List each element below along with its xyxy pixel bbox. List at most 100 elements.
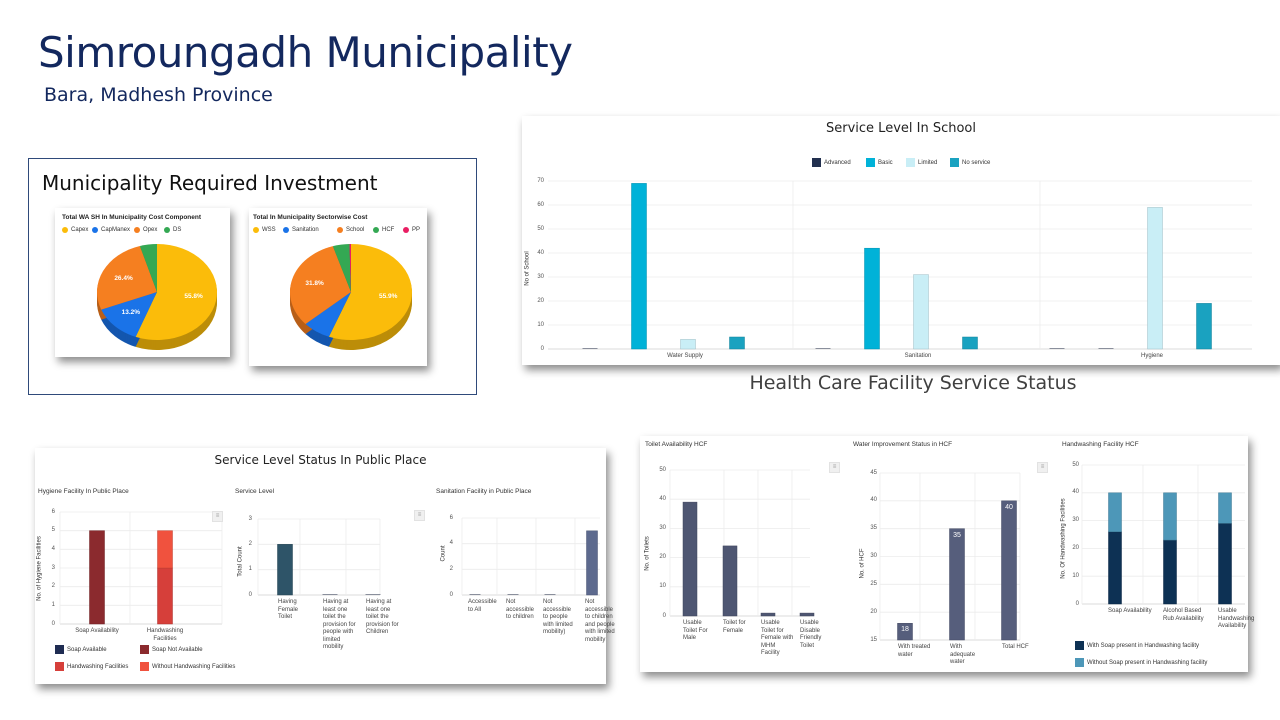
legend-swatch (283, 227, 289, 233)
pie-slice (328, 244, 412, 340)
y-tick-label: 30 (1072, 517, 1079, 524)
legend-label: Limited (918, 159, 938, 166)
legend-label: No service (962, 159, 991, 166)
legend-swatch (1075, 658, 1084, 667)
x-category-label: Water Supply (667, 353, 703, 359)
pie-title: Total In Municipality Sectorwise Cost (253, 214, 368, 221)
y-tick-label: 30 (537, 273, 544, 280)
y-tick-label: 40 (1072, 489, 1079, 496)
bar-without-soap-present-in-handwashing-facility (1108, 492, 1122, 532)
y-tick-label: 10 (1072, 572, 1079, 579)
bar-zero (582, 348, 598, 349)
y-tick-label: 0 (248, 591, 252, 598)
x-category-label: Having at least one toilet the provision… (366, 599, 399, 635)
y-axis-label: Total Count (237, 546, 244, 577)
x-category-label: Not accessible to people with limited mo… (543, 599, 573, 635)
pie-legend-item: HCF (373, 227, 394, 233)
bar-no-of-hcf (949, 528, 965, 641)
pie-legend-item: Sanitation (283, 227, 319, 233)
pie-slice (332, 244, 351, 292)
hcf-section-title: Health Care Facility Service Status (749, 372, 1077, 394)
legend-item: Basic (866, 158, 893, 167)
legend-item: Soap Available (55, 645, 107, 654)
pie-slice (305, 292, 351, 337)
legend-swatch (55, 662, 64, 671)
pie-slice (135, 244, 218, 340)
y-tick-label: 0 (1075, 600, 1079, 607)
pie-legend-item: WSS (253, 227, 276, 233)
chart-menu-button[interactable]: ≡ (414, 510, 425, 521)
legend-swatch (906, 158, 915, 167)
legend-swatch (403, 227, 409, 233)
pie-title: Total WA SH In Municipality Cost Compone… (62, 214, 202, 221)
bar-without-soap-present-in-handwashing-facility (1163, 492, 1177, 541)
y-tick-label: 1 (51, 601, 55, 608)
pie-value-label: 26.4% (114, 274, 133, 282)
x-category-label: With treated water (898, 644, 931, 658)
y-tick-label: 0 (51, 620, 55, 627)
x-category-label: Having at least one toilet the provision… (323, 599, 356, 650)
legend-item: With Soap present in Handwashing facilit… (1075, 641, 1199, 650)
legend-label: Without Handwashing Facilities (152, 663, 236, 670)
legend-label: CapManex (101, 227, 131, 233)
legend-label: Soap Available (67, 646, 107, 653)
investment-panel (28, 158, 477, 395)
bar-no-of-toilets (722, 545, 738, 617)
legend-label: Soap Not Available (152, 646, 203, 653)
bar-basic (864, 247, 880, 350)
y-axis-label: No of School (524, 251, 531, 286)
bar-without-soap-present-in-handwashing-facility (1218, 492, 1232, 524)
bar-limited (913, 274, 929, 350)
y-tick-label: 30 (659, 524, 666, 531)
y-tick-label: 0 (662, 612, 666, 619)
legend-swatch (140, 645, 149, 654)
chart-menu-button[interactable]: ≡ (1037, 462, 1048, 473)
x-category-label: Handwashing Facilities (146, 628, 184, 642)
chart-menu-button[interactable]: ≡ (212, 511, 223, 522)
x-category-label: Sanitation (904, 353, 932, 359)
x-category-label: Usable Handwashing Availability (1218, 608, 1255, 629)
bar-basic (631, 183, 647, 350)
y-axis-label: No. of Toilets (644, 536, 651, 571)
school-chart-title: Service Level In School (826, 121, 976, 136)
legend-label: Sanitation (292, 227, 319, 233)
chart-title: Water Improvement Status in HCF (853, 441, 953, 448)
y-tick-label: 20 (537, 297, 544, 304)
y-tick-label: 6 (51, 508, 55, 515)
pie-slice (101, 292, 157, 337)
pie-legend-item: Capex (62, 227, 88, 233)
x-category-label: Alcohol Based Rub Availability (1163, 608, 1204, 622)
x-category-label: Soap Availability (75, 628, 119, 634)
investment-title: Municipality Required Investment (42, 171, 378, 195)
y-tick-label: 40 (659, 495, 666, 502)
legend-swatch (866, 158, 875, 167)
bar-zero (1049, 348, 1065, 349)
x-category-label: Usable Toilet For Male (683, 620, 708, 641)
chart-menu-button[interactable]: ≡ (829, 462, 840, 473)
legend-item: Without Handwashing Facilities (140, 662, 235, 671)
pie-slice (290, 246, 351, 324)
pie-value-label: 31.8% (305, 280, 324, 288)
bar-total-count (277, 544, 293, 596)
y-tick-label: 2 (248, 540, 252, 547)
legend-swatch (253, 227, 259, 233)
x-category-label: Soap Availability (1108, 608, 1152, 614)
pie-slice (349, 244, 351, 292)
pie-slice (97, 245, 157, 310)
legend-item: Advanced (812, 158, 851, 167)
y-tick-label: 6 (449, 514, 453, 521)
y-tick-label: 25 (870, 580, 877, 587)
y-tick-label: 40 (870, 497, 877, 504)
bar-no-of-toilets (682, 501, 698, 617)
y-tick-label: 45 (870, 469, 877, 476)
y-tick-label: 10 (537, 321, 544, 328)
bar-no-of-toilets (760, 612, 776, 617)
y-tick-label: 0 (449, 591, 453, 598)
y-tick-label: 35 (870, 525, 877, 532)
y-tick-label: 4 (51, 545, 55, 552)
pie-legend-item: CapManex (92, 227, 130, 233)
bar-zero (1098, 348, 1114, 349)
legend-swatch (337, 227, 343, 233)
x-category-label: With adequate water (950, 644, 976, 665)
